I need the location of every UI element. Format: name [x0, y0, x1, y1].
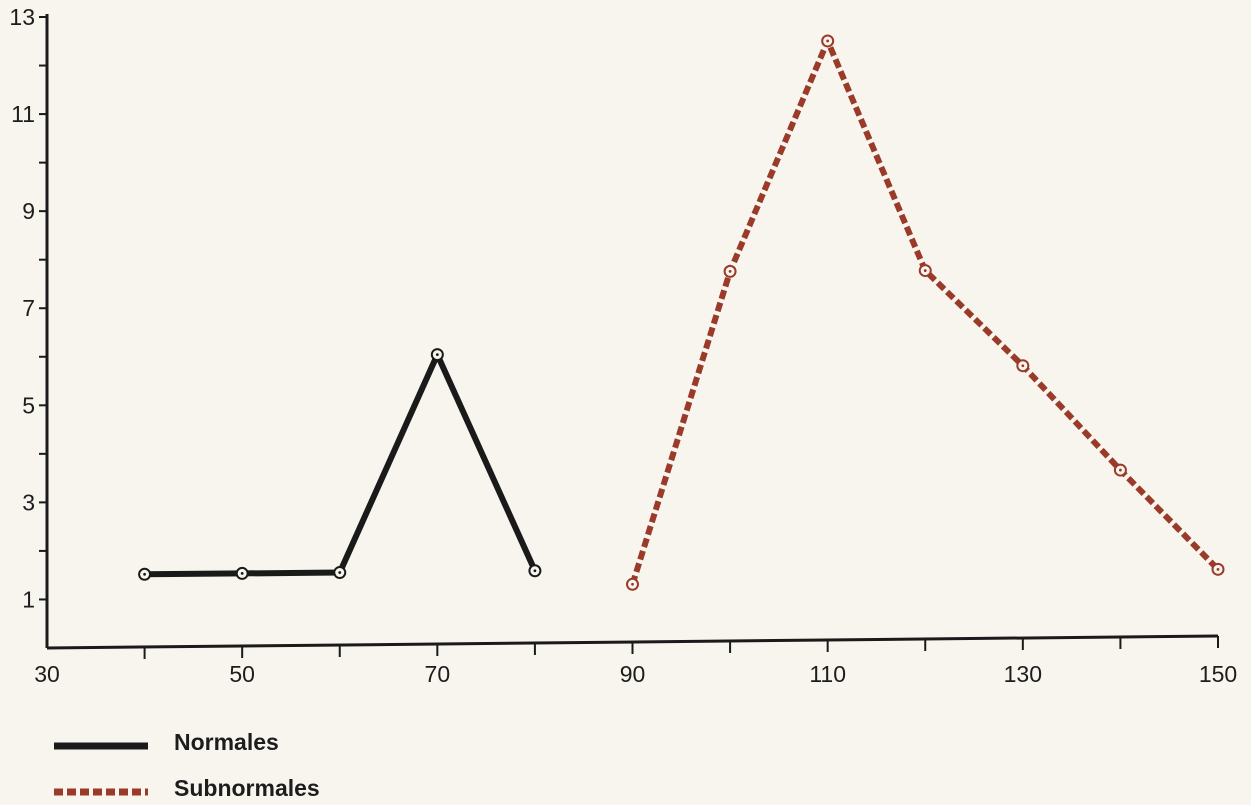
x-tick-label: 110 — [809, 661, 846, 687]
x-tick-label: 70 — [425, 661, 451, 687]
data-point-dot-normales — [533, 569, 537, 573]
y-tick-label: 11 — [11, 101, 35, 127]
x-ticks: 30 50 70 90 110 130 150 — [34, 636, 1237, 687]
data-point-dot-subnormales — [728, 270, 732, 273]
legend-item-subnormales: Subnormales — [54, 775, 320, 801]
y-tick-label: 9 — [22, 198, 35, 224]
x-tick-label: 150 — [1199, 661, 1237, 687]
series-line-subnormales — [629, 37, 1221, 586]
y-tick-label: 3 — [22, 489, 35, 515]
legend-label-normales: Normales — [174, 729, 279, 755]
data-point-dot-subnormales — [631, 582, 634, 586]
x-tick-label: 130 — [1004, 661, 1042, 687]
series-line-normales — [144, 351, 538, 578]
x-tick-label: 50 — [229, 661, 255, 687]
y-tick-label: 7 — [22, 295, 35, 321]
y-tick-label: 13 — [9, 4, 35, 30]
data-point-dot-normales — [435, 353, 439, 357]
data-point-dot-subnormales — [1119, 468, 1122, 472]
legend: Normales Subnormales — [54, 729, 320, 801]
x-tick-label: 90 — [620, 661, 646, 687]
data-point-dot-normales — [240, 572, 244, 575]
y-tick-label: 1 — [22, 586, 35, 612]
legend-item-normales: Normales — [54, 729, 279, 755]
axes — [45, 14, 1219, 650]
data-point-dot-normales — [338, 571, 342, 574]
series-layer — [138, 34, 1225, 591]
y-tick-label: 5 — [22, 392, 35, 418]
data-point-dot-subnormales — [1216, 567, 1220, 571]
x-tick-label: 30 — [34, 661, 60, 687]
data-point-dot-subnormales — [923, 269, 927, 272]
legend-label-subnormales: Subnormales — [174, 775, 320, 801]
data-point-dot-subnormales — [826, 39, 830, 43]
data-point-dot-normales — [143, 572, 146, 576]
data-point-dot-subnormales — [1021, 364, 1025, 368]
